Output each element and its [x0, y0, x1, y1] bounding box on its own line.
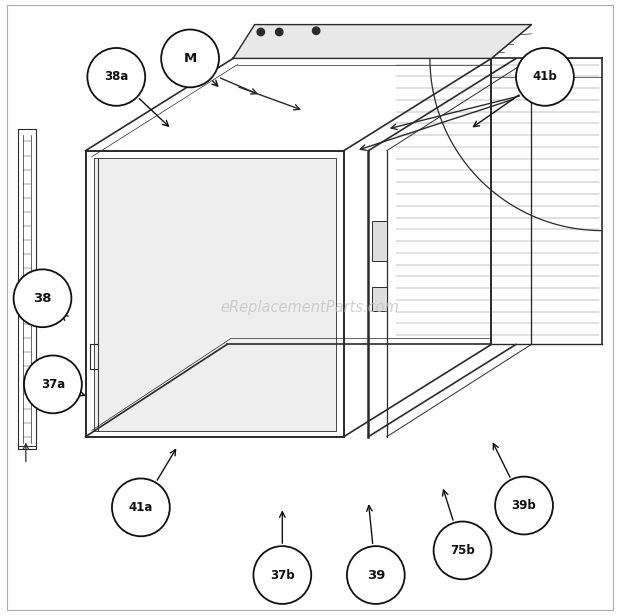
Text: 41a: 41a [129, 501, 153, 514]
Text: M: M [184, 52, 197, 65]
Text: 37a: 37a [41, 378, 65, 391]
Circle shape [254, 546, 311, 604]
Text: 39b: 39b [512, 499, 536, 512]
Text: eReplacementParts.com: eReplacementParts.com [221, 300, 399, 315]
Circle shape [275, 28, 283, 36]
Text: 38a: 38a [104, 70, 128, 84]
Text: 41b: 41b [533, 70, 557, 84]
Circle shape [24, 355, 82, 413]
Circle shape [312, 27, 320, 34]
Circle shape [257, 28, 265, 36]
Polygon shape [233, 25, 531, 58]
Bar [371, 287, 388, 311]
Circle shape [161, 30, 219, 87]
Bar [371, 221, 388, 261]
Polygon shape [94, 158, 337, 430]
Text: 39: 39 [366, 568, 385, 582]
Circle shape [347, 546, 405, 604]
Circle shape [433, 522, 492, 579]
Text: 38: 38 [33, 292, 51, 305]
Circle shape [516, 48, 574, 106]
Circle shape [87, 48, 145, 106]
Circle shape [495, 477, 553, 534]
Circle shape [112, 478, 170, 536]
Text: 37b: 37b [270, 568, 294, 582]
Circle shape [14, 269, 71, 327]
Text: 75b: 75b [450, 544, 475, 557]
